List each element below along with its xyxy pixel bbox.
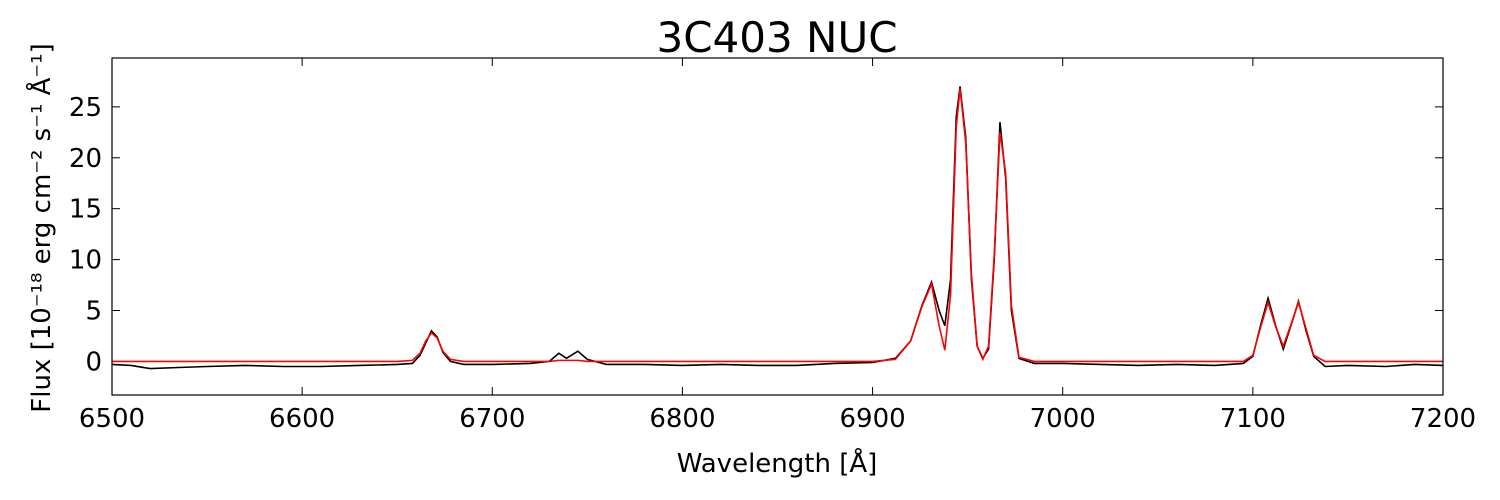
plot-frame (111, 57, 1444, 396)
spectrum-line (111, 86, 1444, 370)
x-axis-label: Wavelength [Å] (677, 447, 878, 479)
x-tick-label: 6500 (79, 404, 145, 434)
y-tick-label: 10 (69, 246, 102, 276)
x-tick-label: 6600 (269, 404, 335, 434)
y-tick-label: 25 (69, 93, 102, 123)
x-tick-label: 6800 (649, 404, 715, 434)
x-tick-label: 7100 (1220, 404, 1286, 434)
y-tick-label: 0 (85, 347, 102, 377)
spectrum-line (112, 88, 1443, 363)
x-tick-label: 7000 (1030, 404, 1096, 434)
y-tick-label: 5 (85, 296, 102, 326)
x-tick-label: 7200 (1410, 404, 1476, 434)
x-tick-label: 6700 (459, 404, 525, 434)
y-tick-label: 15 (69, 195, 102, 225)
y-axis-label: Flux [10⁻¹⁸ erg cm⁻² s⁻¹ Å⁻¹] (25, 43, 57, 412)
x-tick-label: 6900 (839, 404, 905, 434)
y-tick-label: 20 (69, 144, 102, 174)
chart-title: 3C403 NUC (656, 13, 897, 62)
